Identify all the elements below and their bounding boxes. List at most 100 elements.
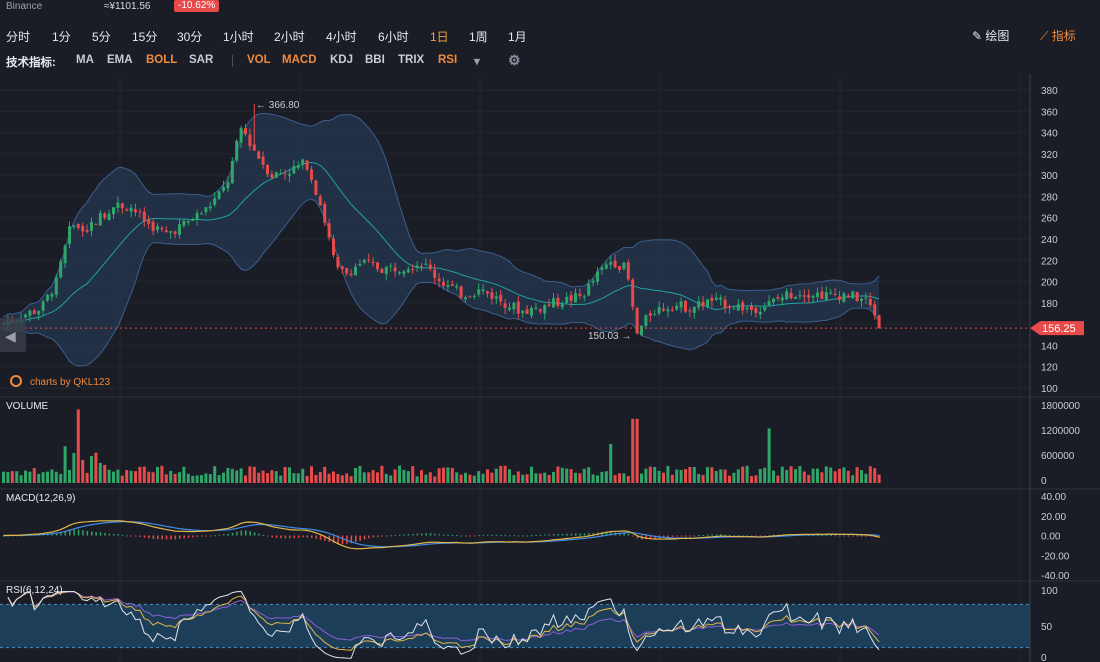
ind-boll[interactable]: BOLL: [146, 54, 178, 66]
volume-bar: [393, 469, 397, 483]
tf-1h[interactable]: 1小时: [223, 30, 254, 44]
volume-bar: [543, 472, 547, 483]
candle-body: [235, 141, 239, 161]
macd-histogram-bar: [500, 534, 502, 536]
ind-vol[interactable]: VOL: [247, 54, 271, 66]
scroll-left-handle[interactable]: [0, 318, 26, 352]
candle-body: [565, 296, 569, 303]
ind-rsi[interactable]: RSI: [438, 54, 458, 66]
volume-bar: [780, 466, 784, 483]
macd-histogram-bar: [245, 530, 247, 536]
macd-histogram-bar: [209, 535, 212, 537]
low-marker: 150.03 →: [588, 331, 631, 342]
volume-bar: [525, 474, 529, 483]
candle-body: [32, 310, 36, 314]
tf-1d[interactable]: 1日: [430, 30, 449, 44]
volume-bar: [631, 418, 635, 483]
macd-histogram-bar: [280, 535, 282, 539]
candle-body: [789, 292, 793, 299]
macd-histogram-bar: [126, 535, 128, 537]
tf-intraday[interactable]: 分时: [6, 30, 31, 44]
volume-bar: [428, 472, 432, 483]
macd-histogram-bar: [271, 535, 273, 538]
candle-body: [358, 264, 362, 266]
macd-histogram-bar: [311, 535, 313, 538]
candle-body: [239, 128, 243, 143]
volume-bar: [402, 469, 406, 483]
ind-ema[interactable]: EMA: [107, 54, 133, 66]
volume-bar: [336, 474, 340, 483]
macd-histogram-bar: [517, 535, 520, 537]
candle-body: [618, 266, 621, 270]
volume-bar: [811, 468, 815, 483]
volume-bar: [147, 471, 151, 483]
price-tick-label: 340: [1041, 129, 1058, 140]
macd-histogram-bar: [583, 533, 586, 536]
tf-1w[interactable]: 1周: [469, 30, 488, 44]
macd-histogram-bar: [715, 534, 718, 536]
candle-body: [169, 231, 173, 233]
volume-bar: [732, 472, 736, 483]
volume-bar: [98, 462, 102, 483]
tf-6h[interactable]: 6小时: [378, 30, 409, 44]
volume-bar: [710, 467, 714, 483]
macd-histogram-bar: [69, 529, 71, 536]
candle-body: [318, 196, 322, 206]
high-arrow: ←: [256, 100, 269, 111]
ind-ma[interactable]: MA: [76, 54, 94, 66]
macd-histogram-bar: [227, 533, 229, 536]
candle-body: [252, 144, 256, 151]
arrow-left-icon[interactable]: ◀: [5, 328, 16, 344]
macd-histogram-bar: [720, 534, 722, 536]
tf-30m[interactable]: 30分: [177, 30, 203, 44]
tf-15m[interactable]: 15分: [132, 30, 158, 44]
candle-body: [411, 269, 415, 271]
tf-1m[interactable]: 1分: [52, 30, 71, 44]
macd-histogram-bar: [861, 535, 863, 537]
tf-2h[interactable]: 2小时: [274, 30, 305, 44]
tf-5m[interactable]: 5分: [92, 30, 111, 44]
candlesticks: [2, 104, 881, 337]
ind-kdj[interactable]: KDJ: [330, 54, 354, 66]
macd-histogram-bar: [460, 535, 463, 537]
ind-macd[interactable]: MACD: [282, 54, 317, 66]
volume-bar: [741, 466, 745, 483]
exchange-name: Binance: [6, 1, 43, 12]
volume-bar: [164, 474, 168, 483]
macd-histogram-bar: [627, 534, 630, 536]
volume-bar: [235, 470, 239, 483]
candle-body: [745, 307, 749, 310]
ind-bbi[interactable]: BBI: [365, 54, 385, 66]
indicators-button[interactable]: ⟋ 指标: [1040, 27, 1076, 44]
macd-histogram-bar: [451, 534, 454, 536]
volume-bar: [547, 474, 551, 483]
volume-bar: [72, 453, 76, 483]
ind-trix[interactable]: TRIX: [398, 54, 425, 66]
macd-histogram-bar: [636, 535, 639, 539]
macd-histogram-bar: [535, 534, 537, 536]
volume-bar: [112, 471, 115, 483]
macd-histogram-bar: [654, 535, 656, 539]
candle-body: [354, 266, 357, 276]
more-dropdown-icon[interactable]: ▾: [474, 56, 480, 68]
macd-histogram-bar: [447, 534, 449, 536]
macd-histogram-bar: [82, 530, 84, 536]
candle-body: [266, 165, 269, 175]
macd-histogram-bar: [852, 535, 854, 537]
ind-sar[interactable]: SAR: [189, 54, 214, 66]
tf-1mo[interactable]: 1月: [508, 30, 527, 44]
macd-histogram-bar: [610, 531, 612, 536]
trading-chart[interactable]: 3803603403203002802602402202001801601401…: [0, 74, 1100, 662]
draw-button[interactable]: ✎ 绘图: [972, 27, 1009, 44]
volume-bar: [626, 475, 630, 483]
gear-icon[interactable]: ⚙: [508, 52, 521, 68]
candle-body: [486, 291, 489, 294]
macd-histogram-bar: [363, 535, 366, 540]
candle-body: [842, 293, 846, 302]
candle-body: [376, 262, 379, 270]
volume-bar: [345, 473, 349, 483]
last-price-tag: 156.25: [1030, 321, 1084, 336]
tf-4h[interactable]: 4小时: [326, 30, 357, 44]
macd-histogram-bar: [843, 535, 845, 537]
macd-histogram-bar: [196, 535, 199, 537]
